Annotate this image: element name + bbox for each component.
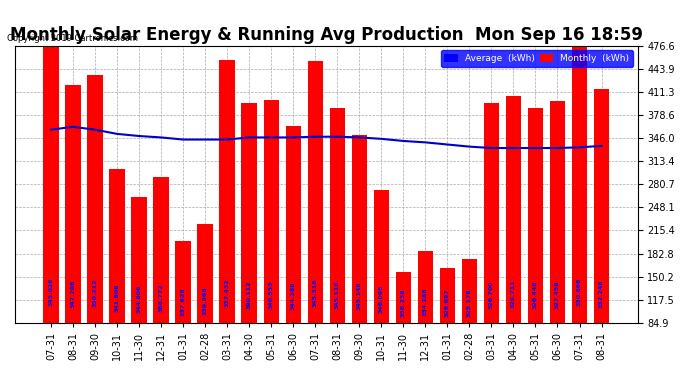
Text: 350.212: 350.212 — [92, 279, 97, 308]
Bar — [175, 241, 191, 375]
Bar — [352, 135, 367, 375]
Bar — [417, 251, 433, 375]
Bar — [373, 190, 389, 375]
Text: 345.028: 345.028 — [48, 278, 54, 306]
Bar — [572, 43, 587, 375]
Bar — [219, 60, 235, 375]
Bar — [594, 89, 609, 375]
Title: Monthly Solar Energy & Running Avg Production  Mon Sep 16 18:59: Monthly Solar Energy & Running Avg Produ… — [10, 26, 643, 44]
Bar — [66, 85, 81, 375]
Bar — [462, 259, 477, 375]
Bar — [395, 272, 411, 375]
Bar — [484, 104, 499, 375]
Text: 337.628: 337.628 — [181, 287, 186, 316]
Text: 339.968: 339.968 — [203, 286, 208, 315]
Text: 340.553: 340.553 — [268, 280, 274, 309]
Bar — [88, 75, 103, 375]
Bar — [506, 96, 521, 375]
Legend: Average  (kWh), Monthly  (kWh): Average (kWh), Monthly (kWh) — [441, 50, 633, 67]
Bar — [286, 126, 301, 375]
Text: 390.112: 390.112 — [247, 280, 252, 309]
Bar — [197, 224, 213, 375]
Bar — [550, 101, 565, 375]
Bar — [153, 177, 169, 375]
Text: 344.388: 344.388 — [290, 281, 296, 310]
Text: 388.772: 388.772 — [159, 284, 164, 312]
Text: Copyright 2019 Cartronics.com: Copyright 2019 Cartronics.com — [7, 34, 138, 43]
Bar — [308, 61, 323, 375]
Bar — [440, 267, 455, 375]
Text: 325.178: 325.178 — [467, 288, 472, 316]
Text: 345.146: 345.146 — [357, 282, 362, 310]
Text: 341.808: 341.808 — [115, 284, 119, 312]
Text: 330.668: 330.668 — [577, 277, 582, 306]
Text: 326.700: 326.700 — [489, 280, 494, 309]
Text: 337.432: 337.432 — [225, 278, 230, 307]
Bar — [264, 100, 279, 375]
Text: 327.459: 327.459 — [555, 280, 560, 309]
Text: 334.188: 334.188 — [423, 288, 428, 316]
Text: 338.238: 338.238 — [401, 288, 406, 317]
Text: 347.208: 347.208 — [70, 279, 75, 308]
Text: 345.116: 345.116 — [335, 280, 339, 309]
Bar — [241, 104, 257, 375]
Text: 348.095: 348.095 — [379, 285, 384, 313]
Bar — [43, 47, 59, 375]
Text: 328.697: 328.697 — [445, 288, 450, 317]
Bar — [528, 108, 543, 375]
Text: 326.448: 326.448 — [533, 280, 538, 309]
Text: 345.318: 345.318 — [313, 278, 318, 307]
Text: 332.248: 332.248 — [599, 279, 604, 308]
Bar — [330, 108, 345, 375]
Bar — [109, 168, 125, 375]
Text: 326.711: 326.711 — [511, 280, 516, 308]
Text: 344.806: 344.806 — [137, 285, 141, 314]
Bar — [131, 197, 147, 375]
